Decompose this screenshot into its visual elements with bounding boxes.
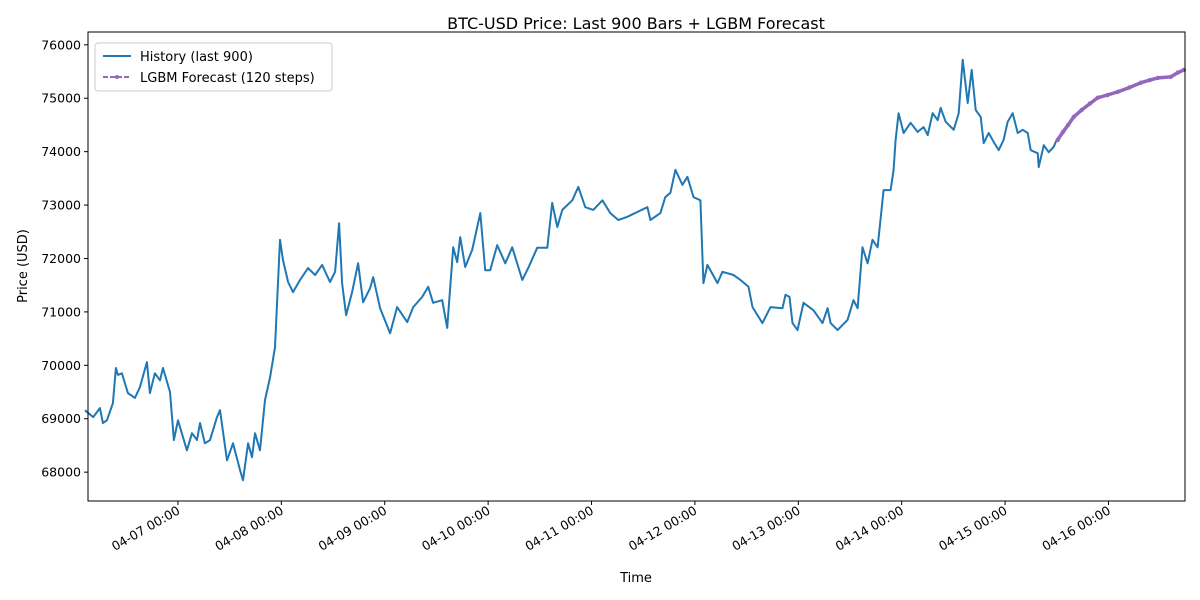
forecast-point xyxy=(1065,122,1071,128)
x-axis: 04-07 00:00 04-08 00:00 04-09 00:00 04-10 0… xyxy=(109,501,1113,554)
plot-frame xyxy=(87,31,1186,502)
y-tick-label: 74000 xyxy=(41,144,81,159)
x-axis-label: Time xyxy=(619,571,652,586)
x-tick-label: 04-15 00:00 xyxy=(936,503,1010,554)
x-tick-label: 04-12 00:00 xyxy=(626,503,700,554)
forecast-line xyxy=(1055,68,1186,142)
x-tick-label: 04-08 00:00 xyxy=(212,503,286,554)
forecast-point xyxy=(1168,74,1174,80)
y-tick-label: 70000 xyxy=(41,358,81,373)
x-tick-label: 04-14 00:00 xyxy=(833,503,907,554)
x-tick-label: 04-16 00:00 xyxy=(1039,503,1113,554)
forecast-point xyxy=(1126,85,1132,90)
y-tick-label: 75000 xyxy=(41,91,81,106)
forecast-point xyxy=(1115,89,1120,95)
x-tick-label: 04-10 00:00 xyxy=(419,503,493,554)
forecast-point xyxy=(1071,114,1076,120)
y-tick-label: 68000 xyxy=(41,465,81,480)
forecast-point xyxy=(1175,70,1180,75)
legend-forecast-label: LGBM Forecast (120 steps) xyxy=(140,71,315,86)
x-tick-label: 04-13 00:00 xyxy=(729,503,803,554)
y-tick-label: 73000 xyxy=(41,198,81,213)
y-tick-label: 72000 xyxy=(41,251,81,266)
history-line xyxy=(84,58,1058,482)
forecast-point xyxy=(1155,75,1161,81)
y-tick-label: 71000 xyxy=(41,304,81,319)
forecast-point xyxy=(1055,137,1060,143)
legend-box xyxy=(94,42,333,92)
plot-lines xyxy=(84,58,1187,482)
forecast-point xyxy=(1087,101,1093,106)
forecast-point xyxy=(1079,107,1084,113)
forecast-point xyxy=(1060,129,1066,135)
y-tick-label: 69000 xyxy=(41,411,81,426)
forecast-point xyxy=(1138,80,1144,85)
forecast-point xyxy=(1147,77,1153,83)
x-tick-label: 04-07 00:00 xyxy=(109,503,183,554)
x-tick-label: 04-11 00:00 xyxy=(522,503,596,554)
legend-forecast-marker xyxy=(115,75,119,79)
forecast-point xyxy=(1095,95,1101,100)
legend: History (last 900) LGBM Forecast (120 st… xyxy=(94,42,333,92)
legend-history-label: History (last 900) xyxy=(140,50,253,65)
y-tick-label: 76000 xyxy=(41,37,81,52)
y-axis: 68000 69000 70000 71000 72000 73000 74000 75000… xyxy=(41,37,88,480)
y-axis-label: Price (USD) xyxy=(16,229,31,303)
chart-title: BTC-USD Price: Last 900 Bars + LGBM Fore… xyxy=(447,14,825,33)
forecast-point xyxy=(1105,92,1110,98)
x-tick-label: 04-09 00:00 xyxy=(316,503,390,554)
